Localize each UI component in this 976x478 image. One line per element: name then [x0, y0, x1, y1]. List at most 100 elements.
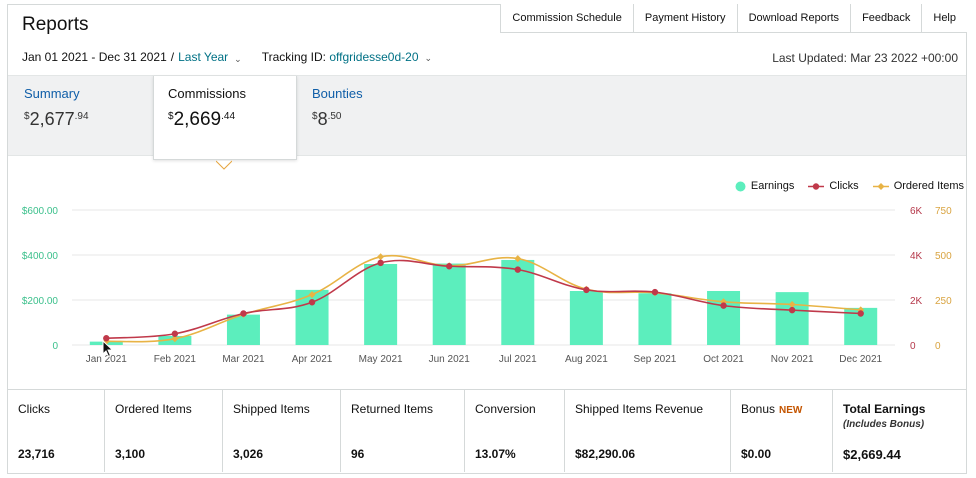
- date-preset-dropdown[interactable]: Last Year ⌄: [178, 50, 242, 64]
- clicks-point: [583, 286, 590, 294]
- legend-clicks[interactable]: Clicks: [808, 180, 859, 192]
- earnings-bar: [432, 263, 466, 345]
- stat-total-earnings: Total Earnings (Includes Bonus) $2,669.4…: [833, 390, 966, 472]
- page-title: Reports: [22, 14, 89, 35]
- tab-summary-label: Summary: [24, 86, 80, 101]
- stat-bonus-label: Bonus NEW: [741, 402, 803, 416]
- clicks-point: [651, 288, 659, 296]
- clicks-point: [857, 310, 864, 317]
- clicks-point: [377, 259, 384, 267]
- tracking-id-dropdown[interactable]: Tracking ID: offgridesse0d-20 ⌄: [262, 50, 432, 64]
- mouse-cursor-icon: [102, 340, 114, 358]
- x-tick-label: Oct 2021: [703, 354, 744, 365]
- y-left-tick-label: $600.00: [22, 206, 59, 217]
- download-reports-button[interactable]: Download Reports: [737, 4, 852, 32]
- ordered-items-point: [788, 301, 796, 308]
- payment-history-button[interactable]: Payment History: [633, 4, 738, 32]
- tab-pointer-icon: [216, 160, 232, 170]
- clicks-point: [446, 263, 453, 270]
- tracking-id-label: Tracking ID:: [261, 50, 326, 64]
- x-tick-label: Jan 2021: [86, 354, 128, 365]
- x-tick-label: Apr 2021: [292, 354, 333, 365]
- x-tick-label: Mar 2021: [222, 354, 265, 365]
- earnings-bar: [569, 291, 603, 345]
- y-right-ordered-tick-label: 750: [935, 206, 952, 217]
- stat-clicks-label: Clicks: [18, 402, 50, 416]
- help-button[interactable]: Help: [922, 4, 967, 32]
- y-left-tick-label: $400.00: [22, 251, 59, 262]
- earnings-bar: [226, 314, 260, 345]
- clicks-point: [788, 306, 796, 314]
- stat-bonus: Bonus NEW $0.00: [731, 390, 833, 472]
- legend-ordered-swatch: [872, 182, 889, 190]
- ordered-items-point: [171, 335, 179, 343]
- stat-shipped-revenue: Shipped Items Revenue $82,290.06: [565, 390, 731, 472]
- clicks-point: [240, 310, 247, 317]
- legend-ordered-label: Ordered Items: [893, 180, 964, 192]
- y-right-clicks-tick-label: 2K: [910, 296, 923, 307]
- legend-clicks-label: Clicks: [829, 180, 859, 192]
- chart-area: [8, 156, 966, 388]
- stat-conversion-value: 13.07%: [475, 447, 516, 461]
- x-tick-label: Sep 2021: [634, 354, 677, 365]
- stat-conversion-label: Conversion: [475, 402, 536, 416]
- clicks-point: [720, 302, 727, 309]
- date-separator: /: [170, 50, 175, 64]
- y-right-ordered-tick-label: 0: [935, 341, 941, 352]
- y-right-clicks-tick-label: 4K: [910, 251, 923, 262]
- stat-total-earnings-label: Total Earnings: [843, 402, 926, 416]
- chart-legend: Earnings Clicks Ordered Items: [735, 180, 964, 192]
- x-tick-label: Dec 2021: [839, 354, 882, 365]
- x-tick-label: Jul 2021: [499, 354, 537, 365]
- tab-summary[interactable]: Summary $2,677.94: [10, 76, 150, 157]
- stat-returned-items-label: Returned Items: [351, 402, 434, 416]
- stat-ordered-items-label: Ordered Items: [115, 402, 192, 416]
- clicks-line: [106, 259, 861, 340]
- y-left-tick-label: 0: [52, 341, 58, 352]
- stat-returned-items: Returned Items 96: [341, 390, 465, 472]
- commission-schedule-button[interactable]: Commission Schedule: [501, 4, 634, 32]
- feedback-button[interactable]: Feedback: [851, 4, 923, 32]
- x-tick-label: Jun 2021: [429, 354, 471, 365]
- stat-ordered-items-value: 3,100: [115, 447, 146, 461]
- report-tabs: Summary $2,677.94 Commissions $2,669.44 …: [8, 75, 966, 160]
- legend-ordered-items[interactable]: Ordered Items: [872, 180, 964, 192]
- tab-summary-amount: $2,677.94: [24, 109, 89, 129]
- y-right-ordered-tick-label: 250: [935, 296, 952, 307]
- ordered-items-point: [514, 255, 522, 263]
- earnings-bar: [364, 264, 398, 345]
- tracking-id-value: offgridesse0d-20: [329, 50, 419, 64]
- ordered-items-point: [308, 291, 316, 299]
- top-nav: Commission Schedule Payment History Down…: [500, 4, 967, 33]
- date-preset-label: Last Year: [178, 50, 229, 64]
- stat-returned-items-value: 96: [351, 447, 365, 461]
- stats-row: Clicks 23,716 Ordered Items 3,100 Shippe…: [8, 389, 966, 472]
- clicks-point: [171, 330, 179, 337]
- x-tick-label: May 2021: [359, 354, 403, 365]
- tab-bounties[interactable]: Bounties $8.50: [298, 76, 438, 157]
- earnings-bar: [501, 259, 535, 345]
- legend-earnings-swatch: [735, 181, 746, 191]
- tab-commissions[interactable]: Commissions $2,669.44: [153, 76, 297, 160]
- legend-earnings-label: Earnings: [750, 180, 795, 192]
- y-right-ordered-tick-label: 500: [935, 251, 952, 262]
- ordered-items-point: [377, 253, 385, 261]
- new-badge: NEW: [779, 405, 803, 416]
- stat-shipped-revenue-value: $82,290.06: [575, 447, 636, 461]
- stat-conversion: Conversion 13.07%: [465, 390, 565, 472]
- last-updated: Last Updated: Mar 23 2022 +00:00: [772, 51, 958, 65]
- stat-ordered-items: Ordered Items 3,100: [105, 390, 223, 472]
- ordered-items-line: [106, 254, 861, 343]
- tab-bounties-amount: $8.50: [312, 109, 342, 129]
- tab-bounties-label: Bounties: [312, 86, 363, 101]
- clicks-point: [514, 266, 521, 273]
- stat-shipped-items: Shipped Items 3,026: [223, 390, 341, 472]
- legend-earnings[interactable]: Earnings: [735, 180, 794, 192]
- stat-shipped-items-value: 3,026: [233, 447, 264, 461]
- y-right-clicks-tick-label: 0: [910, 341, 916, 352]
- stat-total-earnings-sub: (Includes Bonus): [843, 419, 925, 430]
- tab-commissions-label: Commissions: [168, 86, 247, 101]
- x-tick-label: Feb 2021: [154, 354, 197, 365]
- chevron-down-icon: ⌄: [234, 54, 242, 64]
